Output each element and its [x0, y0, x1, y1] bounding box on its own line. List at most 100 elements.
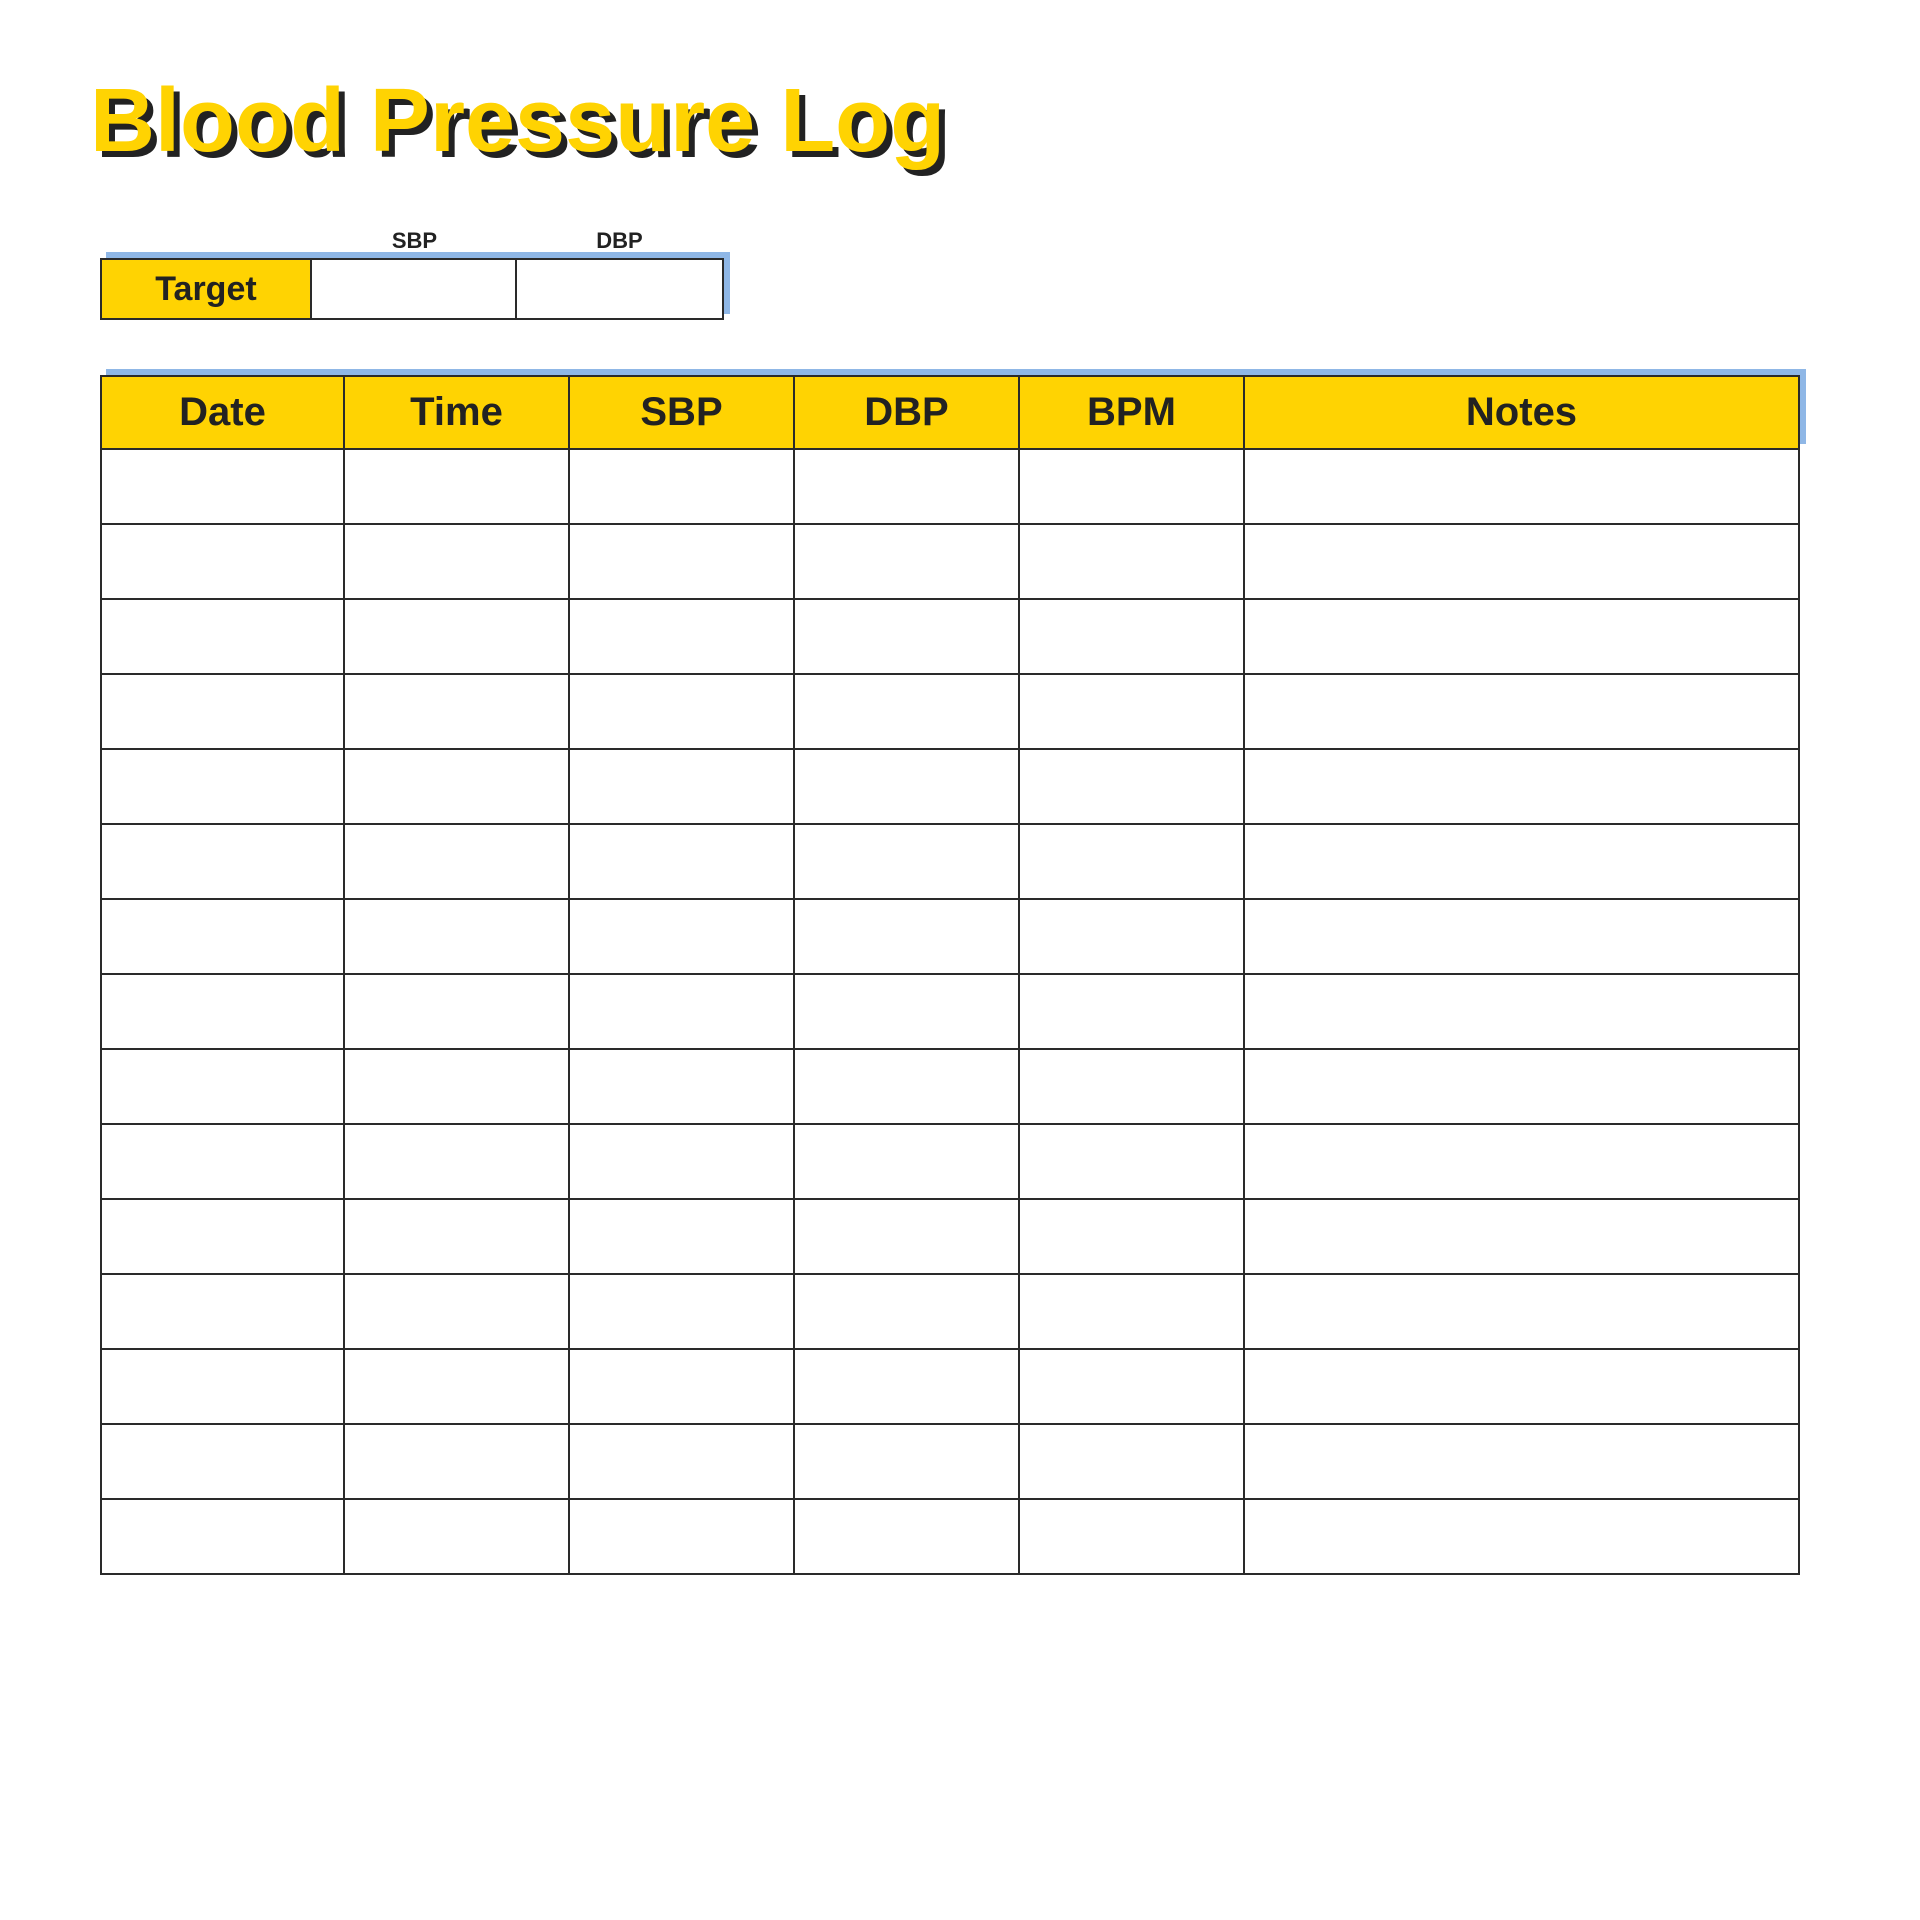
- cell-time[interactable]: [345, 1125, 570, 1200]
- cell-time[interactable]: [345, 1350, 570, 1425]
- cell-sbp[interactable]: [570, 525, 795, 600]
- cell-bpm[interactable]: [1020, 600, 1245, 675]
- cell-sbp[interactable]: [570, 1500, 795, 1575]
- cell-dbp[interactable]: [795, 900, 1020, 975]
- cell-sbp[interactable]: [570, 1050, 795, 1125]
- target-dbp-cell[interactable]: [517, 260, 722, 318]
- cell-dbp[interactable]: [795, 975, 1020, 1050]
- cell-sbp[interactable]: [570, 900, 795, 975]
- cell-dbp[interactable]: [795, 1275, 1020, 1350]
- cell-dbp[interactable]: [795, 750, 1020, 825]
- target-sbp-cell[interactable]: [312, 260, 517, 318]
- cell-time[interactable]: [345, 1050, 570, 1125]
- cell-date[interactable]: [100, 450, 345, 525]
- cell-date[interactable]: [100, 600, 345, 675]
- cell-sbp[interactable]: [570, 825, 795, 900]
- cell-notes[interactable]: [1245, 1425, 1800, 1500]
- cell-bpm[interactable]: [1020, 975, 1245, 1050]
- cell-bpm[interactable]: [1020, 1200, 1245, 1275]
- cell-time[interactable]: [345, 750, 570, 825]
- cell-time[interactable]: [345, 1500, 570, 1575]
- cell-time[interactable]: [345, 975, 570, 1050]
- cell-notes[interactable]: [1245, 1350, 1800, 1425]
- cell-time[interactable]: [345, 525, 570, 600]
- cell-bpm[interactable]: [1020, 1500, 1245, 1575]
- cell-time[interactable]: [345, 600, 570, 675]
- cell-time[interactable]: [345, 1275, 570, 1350]
- cell-notes[interactable]: [1245, 525, 1800, 600]
- cell-date[interactable]: [100, 825, 345, 900]
- cell-sbp[interactable]: [570, 975, 795, 1050]
- log-row: [100, 1500, 1800, 1575]
- cell-sbp[interactable]: [570, 450, 795, 525]
- cell-dbp[interactable]: [795, 450, 1020, 525]
- cell-sbp[interactable]: [570, 1350, 795, 1425]
- cell-bpm[interactable]: [1020, 900, 1245, 975]
- cell-notes[interactable]: [1245, 1050, 1800, 1125]
- cell-dbp[interactable]: [795, 600, 1020, 675]
- cell-sbp[interactable]: [570, 750, 795, 825]
- cell-bpm[interactable]: [1020, 1425, 1245, 1500]
- cell-notes[interactable]: [1245, 1200, 1800, 1275]
- cell-date[interactable]: [100, 1125, 345, 1200]
- log-row: [100, 450, 1800, 525]
- cell-time[interactable]: [345, 450, 570, 525]
- cell-notes[interactable]: [1245, 900, 1800, 975]
- cell-notes[interactable]: [1245, 1500, 1800, 1575]
- cell-notes[interactable]: [1245, 1275, 1800, 1350]
- cell-sbp[interactable]: [570, 1125, 795, 1200]
- cell-bpm[interactable]: [1020, 450, 1245, 525]
- cell-dbp[interactable]: [795, 1425, 1020, 1500]
- cell-notes[interactable]: [1245, 975, 1800, 1050]
- cell-bpm[interactable]: [1020, 1350, 1245, 1425]
- cell-date[interactable]: [100, 1425, 345, 1500]
- cell-dbp[interactable]: [795, 525, 1020, 600]
- cell-dbp[interactable]: [795, 1500, 1020, 1575]
- cell-time[interactable]: [345, 825, 570, 900]
- cell-notes[interactable]: [1245, 750, 1800, 825]
- cell-dbp[interactable]: [795, 1350, 1020, 1425]
- cell-notes[interactable]: [1245, 1125, 1800, 1200]
- cell-notes[interactable]: [1245, 675, 1800, 750]
- cell-dbp[interactable]: [795, 825, 1020, 900]
- cell-notes[interactable]: [1245, 450, 1800, 525]
- cell-bpm[interactable]: [1020, 1125, 1245, 1200]
- cell-dbp[interactable]: [795, 675, 1020, 750]
- cell-bpm[interactable]: [1020, 525, 1245, 600]
- col-header-notes: Notes: [1245, 375, 1800, 450]
- cell-date[interactable]: [100, 900, 345, 975]
- cell-date[interactable]: [100, 975, 345, 1050]
- cell-date[interactable]: [100, 1350, 345, 1425]
- cell-date[interactable]: [100, 675, 345, 750]
- cell-sbp[interactable]: [570, 1275, 795, 1350]
- cell-dbp[interactable]: [795, 1125, 1020, 1200]
- cell-bpm[interactable]: [1020, 825, 1245, 900]
- log-row: [100, 675, 1800, 750]
- cell-bpm[interactable]: [1020, 1050, 1245, 1125]
- cell-sbp[interactable]: [570, 675, 795, 750]
- cell-sbp[interactable]: [570, 1425, 795, 1500]
- cell-time[interactable]: [345, 1200, 570, 1275]
- cell-date[interactable]: [100, 1275, 345, 1350]
- cell-bpm[interactable]: [1020, 1275, 1245, 1350]
- cell-date[interactable]: [100, 1050, 345, 1125]
- log-header-row: Date Time SBP DBP BPM Notes: [100, 375, 1800, 450]
- cell-date[interactable]: [100, 750, 345, 825]
- cell-time[interactable]: [345, 1425, 570, 1500]
- cell-date[interactable]: [100, 1200, 345, 1275]
- cell-notes[interactable]: [1245, 825, 1800, 900]
- cell-date[interactable]: [100, 525, 345, 600]
- cell-bpm[interactable]: [1020, 675, 1245, 750]
- cell-dbp[interactable]: [795, 1200, 1020, 1275]
- cell-bpm[interactable]: [1020, 750, 1245, 825]
- cell-time[interactable]: [345, 675, 570, 750]
- target-section: SBP DBP Target: [100, 228, 1830, 320]
- cell-sbp[interactable]: [570, 1200, 795, 1275]
- cell-time[interactable]: [345, 900, 570, 975]
- log-row: [100, 750, 1800, 825]
- cell-notes[interactable]: [1245, 600, 1800, 675]
- cell-sbp[interactable]: [570, 600, 795, 675]
- cell-dbp[interactable]: [795, 1050, 1020, 1125]
- col-header-bpm: BPM: [1020, 375, 1245, 450]
- cell-date[interactable]: [100, 1500, 345, 1575]
